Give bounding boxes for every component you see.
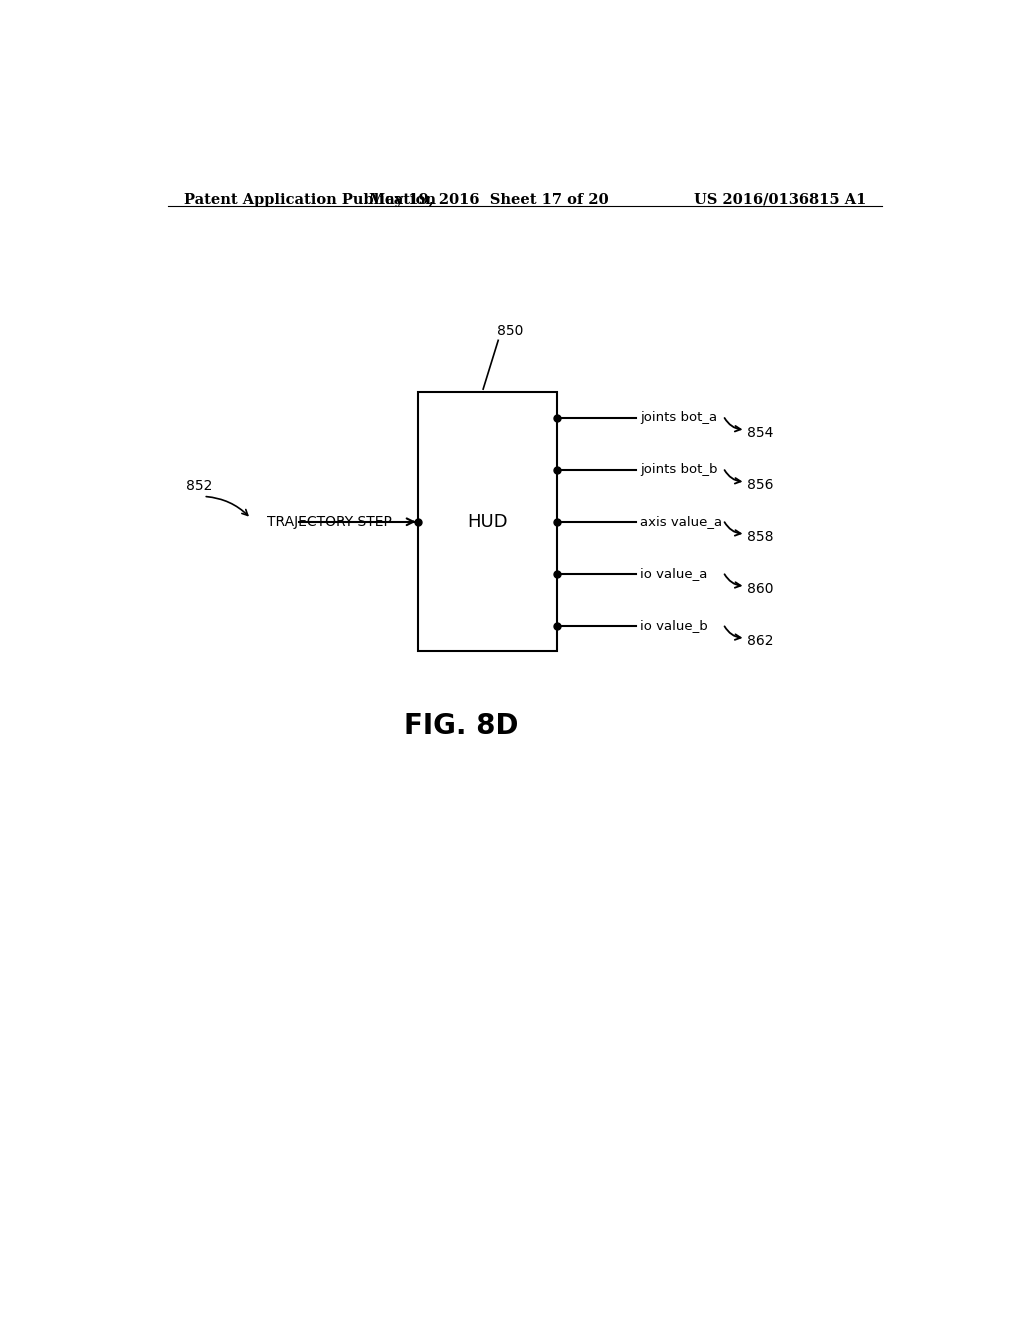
- Text: 860: 860: [748, 582, 773, 597]
- Text: io value_a: io value_a: [640, 568, 708, 581]
- Text: 862: 862: [748, 634, 773, 648]
- Text: US 2016/0136815 A1: US 2016/0136815 A1: [693, 193, 866, 207]
- Text: joints bot_b: joints bot_b: [640, 463, 718, 477]
- Text: TRAJECTORY STEP: TRAJECTORY STEP: [267, 515, 392, 529]
- Text: 854: 854: [748, 426, 773, 440]
- Text: HUD: HUD: [467, 512, 508, 531]
- Text: io value_b: io value_b: [640, 619, 708, 632]
- Text: axis value_a: axis value_a: [640, 515, 722, 528]
- Text: May 19, 2016  Sheet 17 of 20: May 19, 2016 Sheet 17 of 20: [370, 193, 609, 207]
- Text: joints bot_a: joints bot_a: [640, 411, 717, 424]
- Text: 858: 858: [748, 529, 773, 544]
- Text: 856: 856: [748, 478, 773, 492]
- Bar: [418, 392, 557, 651]
- Text: FIG. 8D: FIG. 8D: [404, 713, 518, 741]
- Text: 850: 850: [497, 325, 523, 338]
- Text: Patent Application Publication: Patent Application Publication: [183, 193, 435, 207]
- Text: 852: 852: [186, 479, 212, 494]
